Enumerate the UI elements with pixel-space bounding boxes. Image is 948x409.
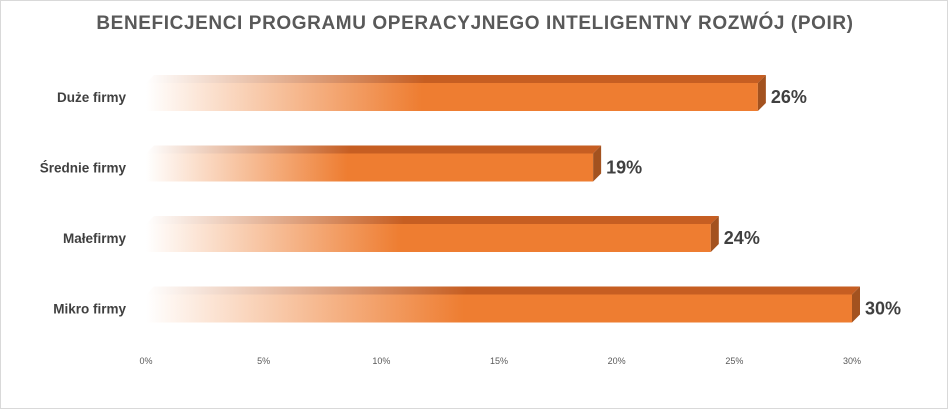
data-label: 19% [606,158,642,178]
bar [146,153,594,182]
bar-side-face [757,75,766,111]
bar-side-face [852,286,860,323]
category-label: Małefirmy [63,231,127,246]
bar-top-face [146,145,602,154]
category-label: Duże firmy [57,90,127,105]
x-tick-label: 30% [843,356,861,366]
x-tick-label: 5% [257,356,270,366]
x-tick-label: 15% [490,356,508,366]
bar-side-face [710,216,719,252]
data-label: 26% [771,87,807,107]
bar [146,294,852,323]
x-tick-label: 25% [725,356,743,366]
data-label: 30% [865,299,901,319]
x-tick-label: 10% [372,356,390,366]
category-label: Średnie firmy [40,161,127,176]
bar-side-face [593,145,602,182]
bar [146,224,711,252]
data-label: 24% [724,228,760,248]
bar-top-face [146,75,766,83]
chart-title: BENEFICJENCI PROGRAMU OPERACYJNEGO INTEL… [96,13,854,34]
x-tick-label: 20% [608,356,626,366]
bar-top-face [146,216,719,224]
bar [146,83,758,111]
category-label: Mikro firmy [53,302,126,317]
bar-top-face [146,286,860,295]
x-tick-label: 0% [139,356,152,366]
